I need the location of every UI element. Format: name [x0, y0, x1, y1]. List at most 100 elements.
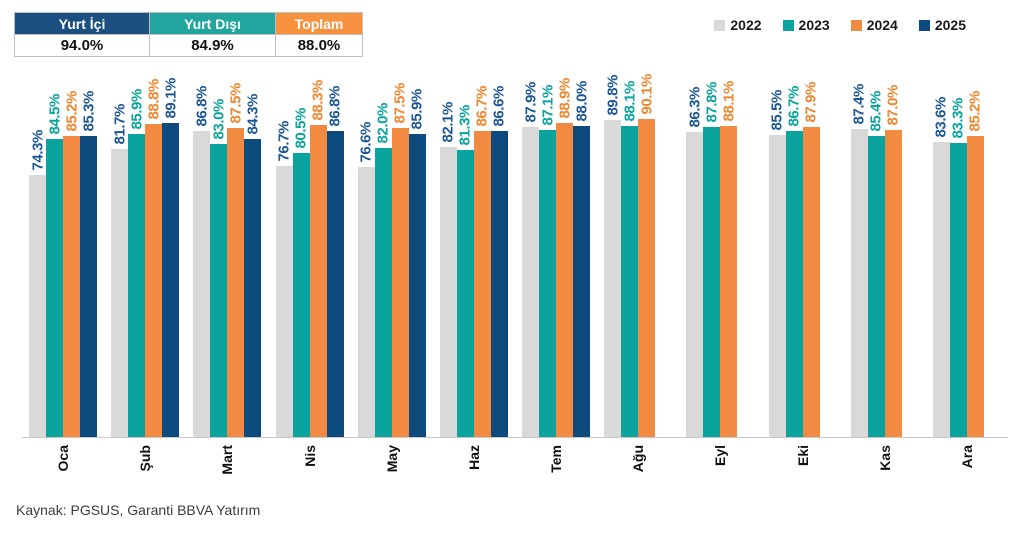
- bar-slot: 87.5%: [391, 83, 409, 437]
- legend-swatch-2024-icon: [850, 19, 862, 31]
- bar-2023: [949, 143, 967, 437]
- bar-2023: [374, 148, 392, 437]
- summary-table: Yurt İçi Yurt Dışı Toplam 94.0% 84.9% 88…: [14, 12, 363, 57]
- plot-area: 74.3% 84.5% 85.2% 85.3% 81.7% 85.9% 88.8% 89.1%…: [22, 74, 1008, 497]
- bar-value-label: 88.3%: [309, 80, 327, 121]
- bar-2023: [292, 153, 310, 437]
- bar-slot: 87.0%: [884, 85, 902, 437]
- bar-2024: [802, 127, 820, 437]
- bar-value-label: 87.4%: [850, 84, 868, 125]
- legend-swatch-2025-icon: [918, 19, 930, 31]
- bar-slot: 76.6%: [357, 119, 375, 437]
- bar-2024: [473, 131, 491, 437]
- summary-value-toplam: 88.0%: [275, 34, 363, 57]
- bar-2025: [162, 123, 180, 437]
- bar-2025: [80, 136, 98, 437]
- summary-header-row: Yurt İçi Yurt Dışı Toplam: [14, 12, 363, 35]
- bar-value-label: 85.2%: [966, 91, 984, 132]
- bar-slot: 85.9%: [408, 89, 426, 437]
- x-axis-labels: Oca Şub Mart Nis May Haz Tem Ağu Eyl Eki Kas Ara: [22, 438, 1008, 497]
- legend-swatch-2022-icon: [714, 19, 726, 31]
- bar-2024: [145, 124, 163, 437]
- month-label: Ara: [958, 445, 975, 469]
- bar-slot: 80.5%: [292, 108, 310, 437]
- bar-group: 87.4% 85.4% 87.0%: [844, 84, 926, 437]
- summary-value-row: 94.0% 84.9% 88.0%: [14, 34, 363, 57]
- bar-value-label: 85.2%: [63, 91, 81, 132]
- bar-value-label: 87.8%: [703, 82, 721, 123]
- bar-slot: 88.3%: [309, 80, 327, 437]
- bar-value-label: 85.9%: [408, 89, 426, 130]
- month-label: Haz: [465, 445, 482, 470]
- bar-2022: [193, 131, 211, 437]
- bar-2025: [573, 126, 591, 437]
- bar-group: 85.5% 86.7% 87.9%: [762, 82, 844, 437]
- month-cell: Kas: [844, 445, 926, 497]
- bar-2025: [326, 131, 344, 437]
- month-cell: May: [351, 445, 433, 497]
- legend-label-2025: 2025: [934, 17, 966, 33]
- legend-label-2023: 2023: [798, 17, 830, 33]
- bar-2024: [638, 119, 656, 437]
- bar-slot: 86.6%: [490, 86, 508, 437]
- month-label: Kas: [876, 445, 893, 471]
- month-label: Nis: [301, 445, 318, 467]
- bar-group: 81.7% 85.9% 88.8% 89.1%: [104, 78, 186, 437]
- bar-2022: [357, 167, 375, 437]
- bar-group: 76.7% 80.5% 88.3% 86.8%: [269, 80, 351, 437]
- bar-value-label: 76.6%: [357, 122, 375, 163]
- summary-value-yurt-disi: 84.9%: [149, 34, 276, 57]
- bar-2023: [46, 139, 64, 437]
- bar-slot: 81.3%: [456, 105, 474, 437]
- bar-value-label: 88.1%: [621, 81, 639, 122]
- bar-slot: 88.0%: [573, 81, 591, 437]
- bar-slot: 87.1%: [539, 85, 557, 437]
- month-cell: Ağu: [597, 445, 679, 497]
- month-label: Eki: [794, 445, 811, 467]
- bar-value-label: 90.1%: [638, 74, 656, 115]
- legend-item-2024: 2024: [850, 17, 898, 33]
- bar-slot: 86.8%: [326, 86, 344, 437]
- bar-slot: 82.0%: [374, 103, 392, 437]
- bar-2022: [686, 132, 704, 437]
- bar-slot: [902, 119, 919, 437]
- bar-2022: [111, 149, 129, 437]
- bar-value-label: 76.7%: [275, 121, 293, 162]
- bar-slot: 85.2%: [63, 91, 81, 437]
- month-label: May: [383, 445, 400, 473]
- bar-2022: [439, 147, 457, 437]
- bar-2025: [408, 134, 426, 437]
- bar-2023: [539, 130, 557, 437]
- bar-2025: [490, 131, 508, 437]
- month-label: Oca: [55, 445, 72, 472]
- bar-slot: 82.1%: [439, 102, 457, 437]
- month-cell: Eki: [762, 445, 844, 497]
- legend-item-2025: 2025: [918, 17, 966, 33]
- month-cell: Oca: [22, 445, 104, 497]
- bar-value-label: 86.7%: [785, 86, 803, 127]
- bar-2024: [720, 126, 738, 437]
- bar-value-label: 81.7%: [111, 104, 129, 145]
- month-label: Mart: [219, 445, 236, 475]
- bar-slot: 88.1%: [621, 81, 639, 437]
- bar-value-label: 87.9%: [522, 82, 540, 123]
- bar-value-label: 84.5%: [46, 94, 64, 135]
- legend-item-2023: 2023: [782, 17, 830, 33]
- bar-slot: 83.0%: [210, 99, 228, 437]
- legend: 2022 2023 2024 2025: [714, 17, 966, 33]
- bar-slot: 87.9%: [522, 82, 540, 437]
- bar-slot: [655, 119, 672, 437]
- bar-slot: 87.9%: [802, 82, 820, 437]
- bar-value-label: 87.9%: [802, 82, 820, 123]
- bar-value-label: 87.0%: [884, 85, 902, 126]
- bar-2023: [785, 131, 803, 437]
- bar-slot: [737, 119, 754, 437]
- summary-header-yurt-ici: Yurt İçi: [14, 12, 150, 35]
- summary-header-yurt-disi: Yurt Dışı: [149, 12, 276, 35]
- bar-value-label: 86.6%: [490, 86, 508, 127]
- bar-2022: [275, 166, 293, 437]
- bar-group: 86.8% 83.0% 87.5% 84.3%: [186, 83, 268, 437]
- month-label: Şub: [137, 445, 154, 472]
- bar-value-label: 82.1%: [439, 102, 457, 143]
- bar-2025: [244, 139, 262, 437]
